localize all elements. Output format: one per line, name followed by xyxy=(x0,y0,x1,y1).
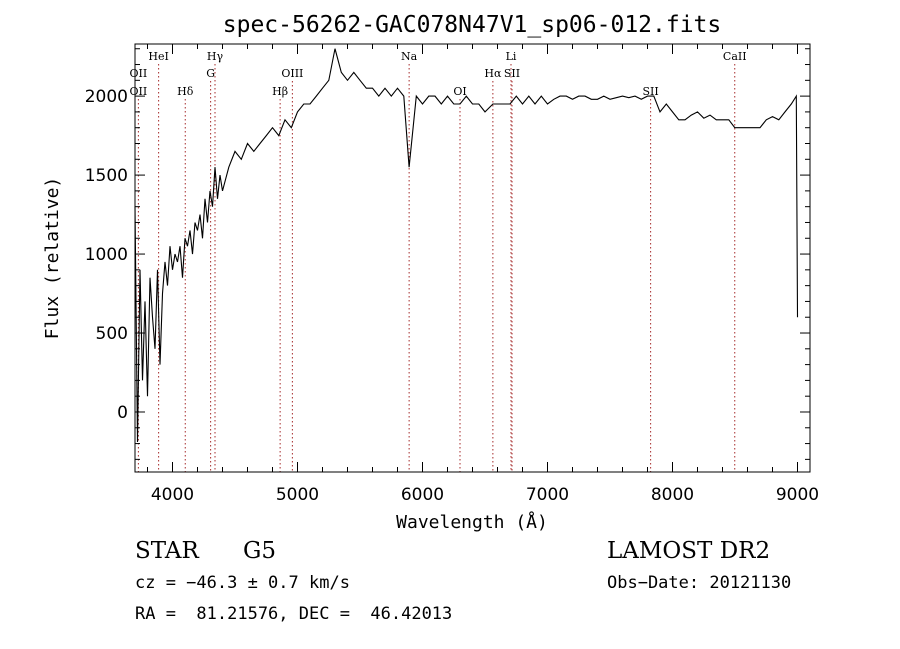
y-tick-label-1: 500 xyxy=(96,324,128,344)
x-tick-label-5: 9000 xyxy=(776,485,819,505)
marker-label-10: Li xyxy=(506,50,517,63)
x-tick-label-3: 7000 xyxy=(526,485,569,505)
marker-label-13: CaII xyxy=(723,50,747,63)
x-axis-label: Wavelength (Å) xyxy=(396,511,548,533)
x-tick-label-4: 8000 xyxy=(651,485,694,505)
x-tick-label-0: 4000 xyxy=(151,485,194,505)
marker-label-12: SII xyxy=(643,85,659,98)
object-class: STAR xyxy=(135,538,199,564)
redshift-value: cz = −46.3 ± 0.7 km/s xyxy=(135,573,350,593)
plot-frame xyxy=(134,43,811,473)
x-tick-label-2: 6000 xyxy=(401,485,444,505)
x-tick-label-1: 5000 xyxy=(276,485,319,505)
marker-extra-label-0: OII xyxy=(130,67,148,80)
y-tick-label-0: 0 xyxy=(117,403,128,423)
marker-label-11: SII xyxy=(504,67,520,80)
object-subclass: G5 xyxy=(243,538,277,564)
marker-label-0: OII xyxy=(130,85,148,98)
marker-label-1: HeI xyxy=(148,50,168,63)
marker-label-3: Hγ xyxy=(207,50,224,63)
y-tick-label-4: 2000 xyxy=(85,87,128,107)
survey-name: LAMOST DR2 xyxy=(607,538,771,564)
chart-title: spec-56262-GAC078N47V1_sp06-012.fits xyxy=(223,12,722,38)
spectrum-series xyxy=(134,48,799,443)
spectrum-line xyxy=(134,48,799,443)
marker-label-4: G xyxy=(206,67,215,80)
coordinates: RA = 81.21576, DEC = 46.42013 xyxy=(135,604,453,624)
marker-label-6: OIII xyxy=(281,67,303,80)
observation-date: Obs−Date: 20121130 xyxy=(607,573,792,593)
marker-label-5: Hβ xyxy=(272,85,288,98)
marker-label-2: Hδ xyxy=(177,85,194,98)
y-axis-label: Flux (relative) xyxy=(42,177,63,340)
marker-label-7: Na xyxy=(401,50,418,63)
y-tick-label-3: 1500 xyxy=(85,166,128,186)
y-tick-label-2: 1000 xyxy=(85,245,128,265)
axis-ticks: 4000 5000 6000 7000 8000 9000 0 500 1000 1500 2000 xyxy=(85,44,819,505)
marker-label-8: OI xyxy=(453,85,466,98)
marker-label-9: Hα xyxy=(484,67,502,80)
